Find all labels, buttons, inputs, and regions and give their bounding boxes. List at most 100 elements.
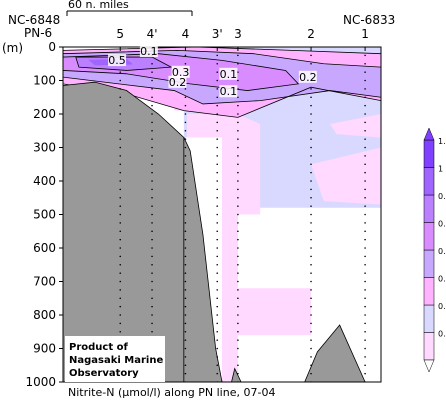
sample-dot <box>216 155 219 157</box>
sample-dot <box>151 163 153 166</box>
sample-dot <box>119 121 122 124</box>
sample-dot <box>237 330 239 333</box>
sample-dot <box>364 339 366 341</box>
sample-dot <box>184 146 187 149</box>
left-end-label-2: PN-6 <box>24 26 52 40</box>
sample-dot <box>184 54 187 57</box>
sample-dot <box>216 255 219 258</box>
sample-dot <box>216 247 219 249</box>
sample-dot <box>310 222 312 224</box>
sample-dot <box>310 138 312 140</box>
sample-dot <box>310 180 312 182</box>
sample-dot <box>310 121 312 124</box>
sample-dot <box>310 356 312 358</box>
sample-dot <box>364 113 366 115</box>
sample-dot <box>216 347 219 350</box>
sample-dot <box>184 88 187 90</box>
sample-dot <box>216 180 219 182</box>
sample-dot <box>151 297 153 300</box>
sample-dot <box>237 272 239 274</box>
sample-dot <box>119 196 122 199</box>
sample-dot <box>310 330 312 333</box>
sample-dot <box>119 180 122 182</box>
sample-dot <box>310 322 312 325</box>
sample-dot <box>216 230 219 233</box>
sample-dot <box>364 272 366 274</box>
sample-dot <box>216 138 219 140</box>
y-axis-label: (m) <box>2 41 23 55</box>
sample-dot <box>364 297 366 300</box>
sample-dot <box>216 372 219 375</box>
sample-dot <box>310 305 312 308</box>
sample-dot <box>364 238 366 241</box>
sample-dot <box>364 305 366 308</box>
sample-dot <box>216 96 219 99</box>
sample-dot <box>310 297 312 300</box>
sample-dot <box>237 129 239 132</box>
scale-bar-label: 60 n. miles <box>68 0 129 11</box>
sample-dot <box>310 247 312 249</box>
sample-dot <box>216 356 219 358</box>
sample-dot <box>364 88 366 90</box>
sample-dot <box>216 113 219 115</box>
y-tick-label: 700 <box>33 275 56 289</box>
sample-dot <box>151 96 153 99</box>
station-label: 5 <box>116 27 124 41</box>
sample-dot <box>151 180 153 182</box>
contour-label-bg <box>168 75 187 88</box>
colorbar: 1.5 1 0.7 0.5 0.3 0.2 0.1 0.05 <box>423 127 446 373</box>
station-label: 4' <box>147 27 158 41</box>
station-label: 3 <box>234 27 242 41</box>
sample-dot <box>364 247 366 249</box>
sample-dot <box>364 138 366 140</box>
sample-dot <box>364 289 366 291</box>
contour-label-bg <box>298 70 317 83</box>
sample-dot <box>237 263 239 266</box>
sample-dot <box>151 196 153 199</box>
contour-label-bg <box>219 67 238 80</box>
sample-dot <box>364 146 366 149</box>
colorbar-segment <box>423 249 435 278</box>
note-box: Product of Nagasaki Marine Observatory <box>65 336 165 382</box>
sample-dot <box>216 314 219 316</box>
sample-dot <box>151 121 153 124</box>
sample-dot <box>184 155 187 157</box>
sample-dot <box>216 205 219 207</box>
sample-dot <box>151 104 153 107</box>
sample-dot <box>184 280 187 283</box>
right-end-label: NC-6833 <box>343 13 395 27</box>
sample-dot <box>364 171 366 174</box>
sample-dot <box>184 171 187 174</box>
sample-dot <box>151 62 153 65</box>
sample-dot <box>151 330 153 333</box>
sample-dot <box>184 238 187 241</box>
contour-line <box>63 53 300 91</box>
sample-dot <box>119 247 122 249</box>
sample-dot <box>237 255 239 258</box>
sample-dot <box>151 238 153 241</box>
sample-dot <box>151 79 153 82</box>
colorbar-label: 1.5 <box>438 137 446 146</box>
y-tick-label: 300 <box>33 141 56 155</box>
y-tick-label: 900 <box>33 342 56 356</box>
colorbar-segment <box>423 332 435 361</box>
sample-dot <box>310 364 312 367</box>
sample-dot <box>119 213 122 216</box>
sample-dot <box>184 356 187 358</box>
sample-dot <box>184 347 187 350</box>
sample-dot <box>151 263 153 266</box>
sample-dot <box>237 180 239 182</box>
sample-dot <box>151 230 153 233</box>
sample-dot <box>151 146 153 149</box>
sample-dot <box>364 213 366 216</box>
sample-dot <box>216 129 219 132</box>
sample-dot <box>310 188 312 191</box>
station-label: 4 <box>182 27 190 41</box>
seabed <box>62 81 381 383</box>
sample-dot <box>237 188 239 191</box>
band-0.05-mid <box>237 114 261 215</box>
band-0.05-right-upper <box>330 114 381 138</box>
sample-dot <box>364 62 366 65</box>
note-line-1: Product of <box>69 342 128 353</box>
sample-dot <box>237 54 239 57</box>
